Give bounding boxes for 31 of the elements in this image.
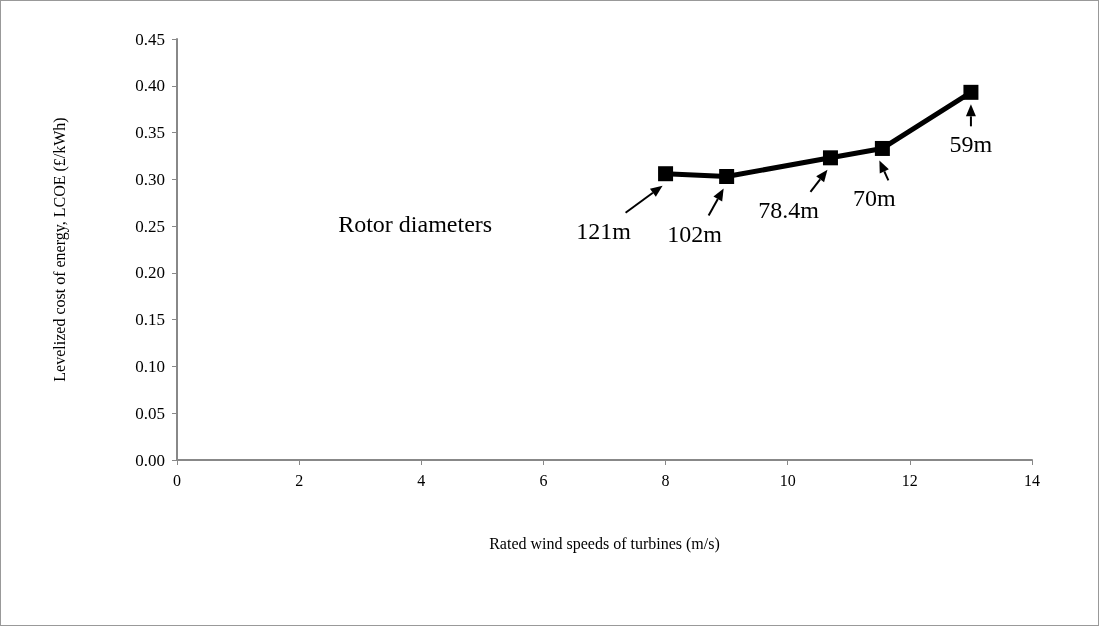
y-tick-label: 0.40	[135, 76, 165, 96]
point	[658, 166, 674, 182]
point	[822, 150, 838, 166]
y-tick-label: 0.15	[135, 310, 165, 330]
y-tick-label: 0.35	[135, 123, 165, 143]
x-tick-label: 4	[417, 471, 426, 489]
y-tick-label: 0.30	[135, 169, 165, 189]
annotation: 59m	[949, 131, 993, 158]
x-tick-label: 14	[1024, 471, 1040, 489]
y-tick-label: 0.00	[135, 450, 165, 470]
y-tick-label: 0.25	[135, 216, 165, 236]
annotation: 102m	[667, 220, 723, 247]
x-tick-label: 0	[173, 471, 181, 489]
x-axis-title: Rated wind speeds of turbines (m/s)	[489, 534, 720, 553]
x-tick-label: 6	[539, 471, 548, 489]
annotation: 121m	[576, 217, 632, 244]
annotation: Rotor diameters	[338, 211, 493, 238]
y-tick-label: 0.20	[135, 263, 165, 283]
annotation: 78.4m	[758, 196, 820, 223]
y-axis-title: Levelized cost of energy, LCOE (£/kWh)	[50, 117, 69, 382]
y-tick-label: 0.45	[135, 29, 165, 49]
point	[963, 84, 979, 100]
y-tick-label: 0.10	[135, 356, 165, 376]
point	[874, 140, 890, 156]
x-tick-label: 12	[901, 471, 918, 489]
x-tick-label: 2	[295, 471, 304, 489]
y-tick-label: 0.05	[135, 403, 165, 423]
annotation: 70m	[853, 185, 897, 212]
x-tick-label: 8	[661, 471, 670, 489]
x-tick-label: 10	[779, 471, 796, 489]
point	[719, 169, 735, 185]
